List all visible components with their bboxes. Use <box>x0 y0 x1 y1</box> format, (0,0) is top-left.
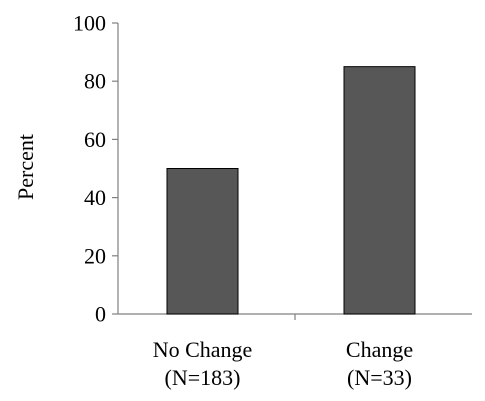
x-category-label: (N=33) <box>347 365 412 390</box>
y-tick-label: 100 <box>73 11 106 36</box>
x-category-label: (N=183) <box>165 365 241 390</box>
bar-1 <box>343 66 416 315</box>
y-tick-label: 80 <box>84 69 106 94</box>
y-tick-label: 0 <box>95 302 106 327</box>
labels: 0 20 40 60 80 100 No Change (N=183) Change (N=33) <box>73 11 413 391</box>
bars <box>166 66 416 315</box>
y-tick-label: 20 <box>84 243 106 268</box>
y-axis-title: Percent <box>13 134 38 200</box>
bar-0 <box>166 168 239 315</box>
axes <box>112 22 472 320</box>
x-category-label: Change <box>346 337 413 362</box>
y-tick-label: 60 <box>84 127 106 152</box>
y-tick-label: 40 <box>84 185 106 210</box>
x-category-label: No Change <box>153 337 253 362</box>
